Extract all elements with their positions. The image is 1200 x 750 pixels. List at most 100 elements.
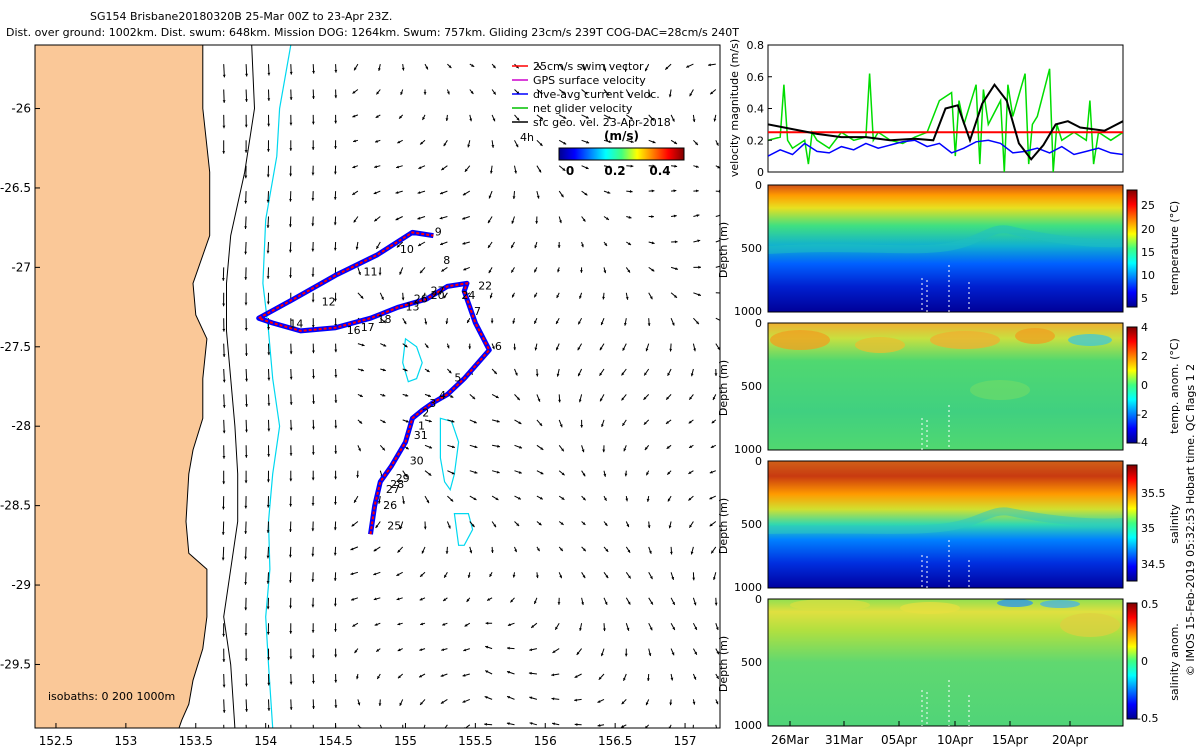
vector-arrowhead <box>267 657 270 661</box>
vector-arrowhead <box>560 548 563 551</box>
map-ytick-label: -29.5 <box>0 657 31 671</box>
vector-arrowhead <box>462 241 466 245</box>
vector-arrowhead <box>351 597 355 601</box>
vector-arrowhead <box>537 548 540 552</box>
vector-arrowhead <box>382 320 386 323</box>
vector-arrowhead <box>312 706 315 709</box>
vector-arrowhead <box>289 427 293 431</box>
waypoint-label: 17 <box>361 321 375 334</box>
vector-arrowhead <box>289 402 293 405</box>
waypoint-label: 10 <box>400 243 414 256</box>
vector-arrowhead <box>440 700 444 704</box>
vector-arrowhead <box>244 505 248 509</box>
velocity-ytick-label: 0.6 <box>747 71 765 84</box>
vector-arrowhead <box>472 396 476 400</box>
vector-arrowhead <box>404 344 408 348</box>
vector-arrowhead <box>645 68 648 72</box>
vector-arrowhead <box>333 552 337 556</box>
vector-arrowhead <box>666 421 669 424</box>
vector-arrowhead <box>688 497 692 501</box>
vector-arrowhead <box>602 296 605 300</box>
vector-arrowhead <box>401 67 405 71</box>
vector-arrowhead <box>649 550 652 554</box>
vector-arrowhead <box>667 498 671 502</box>
map-ytick-label: -29 <box>11 578 31 592</box>
vector-arrowhead <box>311 248 315 252</box>
vector-arrowhead <box>474 445 478 449</box>
vector-arrowhead <box>420 622 424 626</box>
vector-arrowhead <box>695 142 698 145</box>
vector-arrowhead <box>490 170 493 174</box>
vector-arrowhead <box>580 425 584 428</box>
header-line-2: Dist. over ground: 1002km. Dist. swum: 6… <box>6 26 739 39</box>
vector-arrowhead <box>469 550 473 554</box>
vector-arrowhead <box>551 673 555 677</box>
vector-arrowhead <box>419 674 423 678</box>
vector-arrowhead <box>451 419 455 423</box>
salinity-ylabel: Depth (m) <box>717 498 730 554</box>
vector-arrowhead <box>484 722 487 726</box>
vector-arrowhead <box>382 420 386 423</box>
vector-arrow <box>715 317 720 321</box>
vector-arrowhead <box>267 428 271 432</box>
vector-arrowhead <box>507 696 511 699</box>
vector-arrowhead <box>600 398 603 402</box>
waypoint-label: 8 <box>443 254 450 267</box>
vector-arrowhead <box>626 524 630 528</box>
vector-arrowhead <box>517 496 521 500</box>
vector-arrowhead <box>534 320 537 324</box>
vector-arrowhead <box>267 72 271 76</box>
velocity-ylabel: velocity magnitude (m/s) <box>728 39 741 177</box>
vector-arrowhead <box>290 733 293 736</box>
vector-arrowhead <box>710 91 714 95</box>
vector-arrowhead <box>559 424 563 428</box>
vector-arrowhead <box>540 116 543 120</box>
salinity-anomaly-cb-m0.5: -0.5 <box>1137 712 1158 725</box>
vector-arrowhead <box>529 696 533 700</box>
vector-arrowhead <box>244 658 248 661</box>
velocity-series-blue <box>768 139 1123 157</box>
vector-arrowhead <box>396 244 400 248</box>
vector-arrowhead <box>354 499 357 503</box>
temp-anomaly-ytick-500: 500 <box>741 380 762 393</box>
vector-arrowhead <box>579 628 582 631</box>
vector-arrowhead <box>222 481 226 485</box>
vector-arrowhead <box>491 145 495 148</box>
vector-arrowhead <box>352 192 356 195</box>
vector-arrowhead <box>696 189 699 193</box>
vector-arrowhead <box>289 249 292 253</box>
vector-arrowhead <box>697 239 701 243</box>
vector-arrowhead <box>266 632 270 635</box>
seamount-contours <box>402 337 474 546</box>
vector-arrowhead <box>582 473 586 477</box>
vector-arrowhead <box>333 222 337 226</box>
vector-arrowhead <box>395 217 399 221</box>
vector-arrowhead <box>507 646 510 650</box>
vector-arrowhead <box>445 551 449 554</box>
temperature-data-gaps <box>921 265 970 312</box>
vector-arrowhead <box>580 270 583 273</box>
vector-arrowhead <box>397 648 401 652</box>
vector-arrowhead <box>244 607 248 611</box>
vector-arrowhead <box>358 448 361 452</box>
vector-arrowhead <box>621 725 624 728</box>
vector-arrowhead <box>539 423 543 426</box>
vector-arrowhead <box>540 447 544 450</box>
vector-arrowhead <box>445 321 449 325</box>
vector-arrowhead <box>488 245 491 248</box>
vector-arrowhead <box>600 322 604 326</box>
vector-arrowhead <box>627 601 631 605</box>
vector-arrowhead <box>399 526 403 530</box>
vector-arrowhead <box>222 151 226 154</box>
vector-arrowhead <box>534 601 537 604</box>
vector-arrowhead <box>582 575 586 579</box>
vector-arrowhead <box>378 272 382 276</box>
vector-arrowhead <box>559 575 562 579</box>
vector-arrowhead <box>489 295 493 299</box>
colorbar-tick-1: 0.2 <box>604 164 625 178</box>
temp-anomaly-cb-4: 4 <box>1141 321 1148 334</box>
vector-arrowhead <box>311 299 315 303</box>
seamount-contour <box>402 337 423 383</box>
vector-arrowhead <box>357 702 361 706</box>
vector-arrowhead <box>555 626 558 630</box>
